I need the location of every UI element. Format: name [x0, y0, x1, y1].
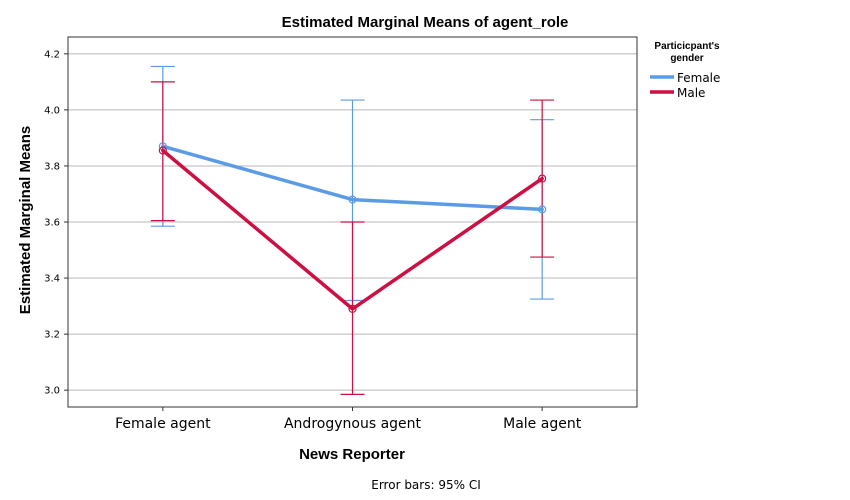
x-tick-label: Male agent [503, 416, 582, 432]
x-tick-label: Female agent [115, 416, 211, 432]
y-tick-label: 3.6 [44, 218, 60, 229]
series-line [161, 148, 544, 311]
plot-frame [67, 36, 638, 408]
data-point [158, 146, 167, 155]
legend-title-line1: Particicpant's [654, 41, 720, 52]
series-line-group-female [158, 142, 547, 214]
series-line [161, 144, 544, 212]
footnote: Error bars: 95% CI [371, 478, 480, 492]
series-layer [150, 65, 555, 395]
x-axis-ticks: Female agent Androgynous agent Male agent [115, 407, 582, 432]
y-axis-ticks: 3.0 3.2 3.4 3.6 3.8 4.0 4.2 [44, 49, 68, 397]
x-axis-title: News Reporter [299, 446, 405, 463]
y-tick-label: 4.0 [44, 105, 60, 116]
data-point [348, 195, 357, 204]
chart-title: Estimated Marginal Means of agent_role [282, 14, 569, 31]
y-tick-label: 4.2 [44, 49, 60, 60]
y-tick-label: 3.0 [44, 386, 60, 397]
series-line-group-male [158, 146, 547, 313]
y-tick-label: 3.2 [44, 330, 60, 341]
data-point [348, 304, 357, 313]
y-tick-label: 3.8 [44, 161, 60, 172]
legend-label-male: Male [677, 86, 705, 100]
data-point [538, 205, 547, 214]
legend-title-line2: gender [670, 53, 703, 64]
legend-label-female: Female [677, 71, 720, 85]
x-tick-label: Androgynous agent [284, 416, 422, 432]
y-axis-title: Estimated Marginal Means [17, 126, 34, 314]
y-tick-label: 3.4 [44, 274, 60, 285]
data-point [538, 174, 547, 183]
legend: Particicpant's gender Female Male [650, 41, 720, 100]
